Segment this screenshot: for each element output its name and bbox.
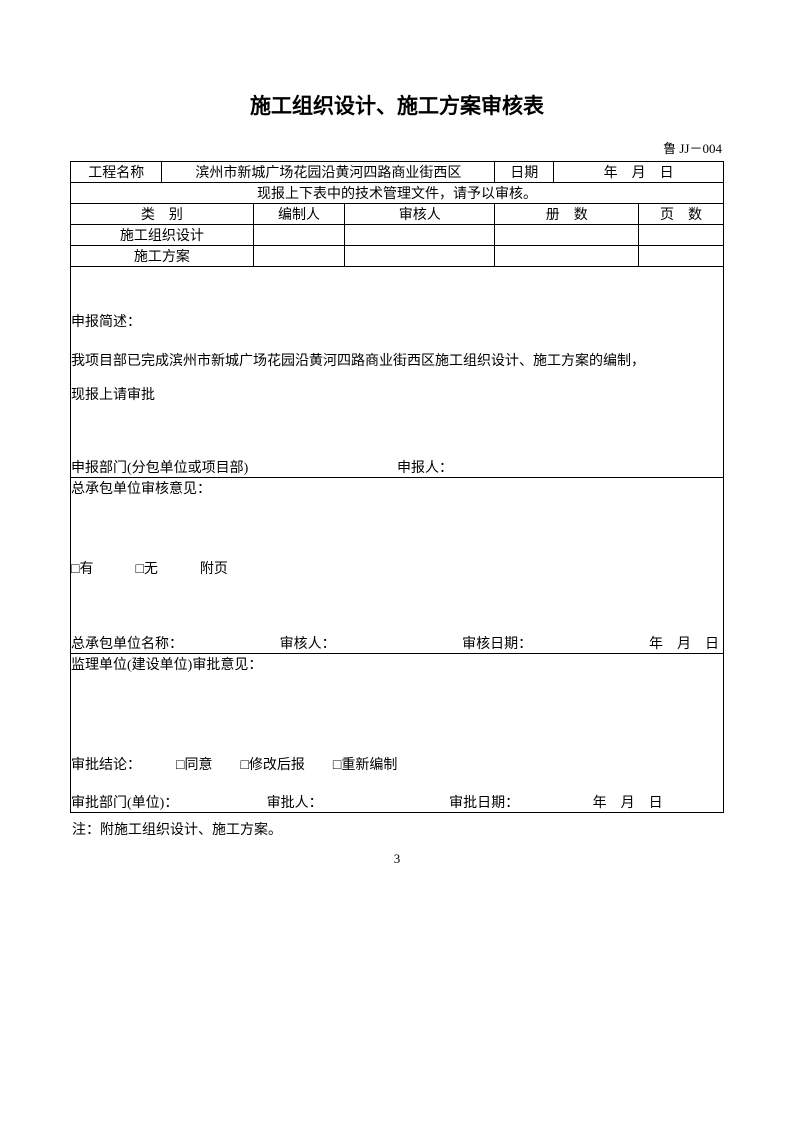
table-row: 总承包单位审核意见： □有 □无 附页 总承包单位名称： 审核人： 审核日期： … (71, 477, 724, 653)
header-compiler: 编制人 (253, 204, 344, 225)
desc-text-bold: 滨州市新城广场花园沿黄河四路商业街西区 (169, 354, 435, 369)
row-volumes (495, 225, 639, 246)
table-row: 施工组织设计 (71, 225, 724, 246)
approval-checkboxes: 审批结论： □同意 □修改后报 □重新编制 (71, 754, 723, 774)
row-reviewer (345, 246, 495, 267)
row-compiler (253, 246, 344, 267)
approval-label: 监理单位(建设单位)审批意见： (71, 654, 723, 674)
table-row: 申报部门(分包单位或项目部) 申报人： (71, 457, 724, 478)
table-row: 施工方案 (71, 246, 724, 267)
header-pages: 页 数 (639, 204, 724, 225)
table-row: 类 别 编制人 审核人 册 数 页 数 (71, 204, 724, 225)
form-code: 鲁 JJ－004 (70, 138, 724, 157)
review-date-label: 审核日期： (462, 633, 625, 653)
review-label: 总承包单位审核意见： (71, 478, 723, 498)
notice-text: 现报上下表中的技术管理文件，请予以审核。 (71, 183, 724, 204)
sig-person: 申报人： (397, 457, 723, 477)
approval-date-label: 审批日期： (449, 792, 592, 812)
review-cell: 总承包单位审核意见： □有 □无 附页 总承包单位名称： 审核人： 审核日期： … (71, 477, 724, 653)
description-cell: 申报简述： 我项目部已完成滨州市新城广场花园沿黄河四路商业街西区施工组织设计、施… (71, 267, 724, 457)
approval-cell: 监理单位(建设单位)审批意见： 审批结论： □同意 □修改后报 □重新编制 审批… (71, 653, 724, 812)
signature-row: 申报部门(分包单位或项目部) 申报人： (71, 457, 724, 478)
table-row: 现报上下表中的技术管理文件，请予以审核。 (71, 183, 724, 204)
table-row: 监理单位(建设单位)审批意见： 审批结论： □同意 □修改后报 □重新编制 审批… (71, 653, 724, 812)
desc-label: 申报简述： (71, 311, 723, 331)
form-title: 施工组织设计、施工方案审核表 (70, 90, 724, 120)
review-reviewer: 审核人： (280, 633, 463, 653)
footnote: 注：附施工组织设计、施工方案。 (70, 819, 724, 839)
review-unit: 总承包单位名称： (71, 633, 280, 653)
approval-dept: 审批部门(单位)： (71, 792, 267, 812)
review-checkboxes: □有 □无 附页 (71, 558, 723, 578)
row-category: 施工组织设计 (71, 225, 254, 246)
date-value: 年 月 日 (554, 162, 724, 183)
page-number: 3 (70, 851, 724, 867)
label-date: 日期 (495, 162, 554, 183)
review-date-value: 年 月 日 (625, 633, 723, 653)
desc-text: 施工组织设计、施工方案的编制， (435, 354, 645, 369)
row-compiler (253, 225, 344, 246)
project-name: 滨州市新城广场花园沿黄河四路商业街西区 (162, 162, 495, 183)
label-project: 工程名称 (71, 162, 162, 183)
header-reviewer: 审核人 (345, 204, 495, 225)
row-reviewer (345, 225, 495, 246)
row-volumes (495, 246, 639, 267)
table-row: 申报简述： 我项目部已完成滨州市新城广场花园沿黄河四路商业街西区施工组织设计、施… (71, 267, 724, 457)
row-category: 施工方案 (71, 246, 254, 267)
header-volumes: 册 数 (495, 204, 639, 225)
approval-person: 审批人： (267, 792, 450, 812)
desc-text: 我项目部已完成 (71, 354, 169, 369)
approval-date-value: 年 月 日 (593, 792, 723, 812)
desc-text: 现报上请审批 (71, 388, 155, 403)
row-pages (639, 246, 724, 267)
header-category: 类 别 (71, 204, 254, 225)
row-pages (639, 225, 724, 246)
main-table: 工程名称 滨州市新城广场花园沿黄河四路商业街西区 日期 年 月 日 现报上下表中… (70, 161, 724, 813)
table-row: 工程名称 滨州市新城广场花园沿黄河四路商业街西区 日期 年 月 日 (71, 162, 724, 183)
desc-body: 我项目部已完成滨州市新城广场花园沿黄河四路商业街西区施工组织设计、施工方案的编制… (71, 345, 723, 412)
sig-dept: 申报部门(分包单位或项目部) (71, 457, 397, 477)
